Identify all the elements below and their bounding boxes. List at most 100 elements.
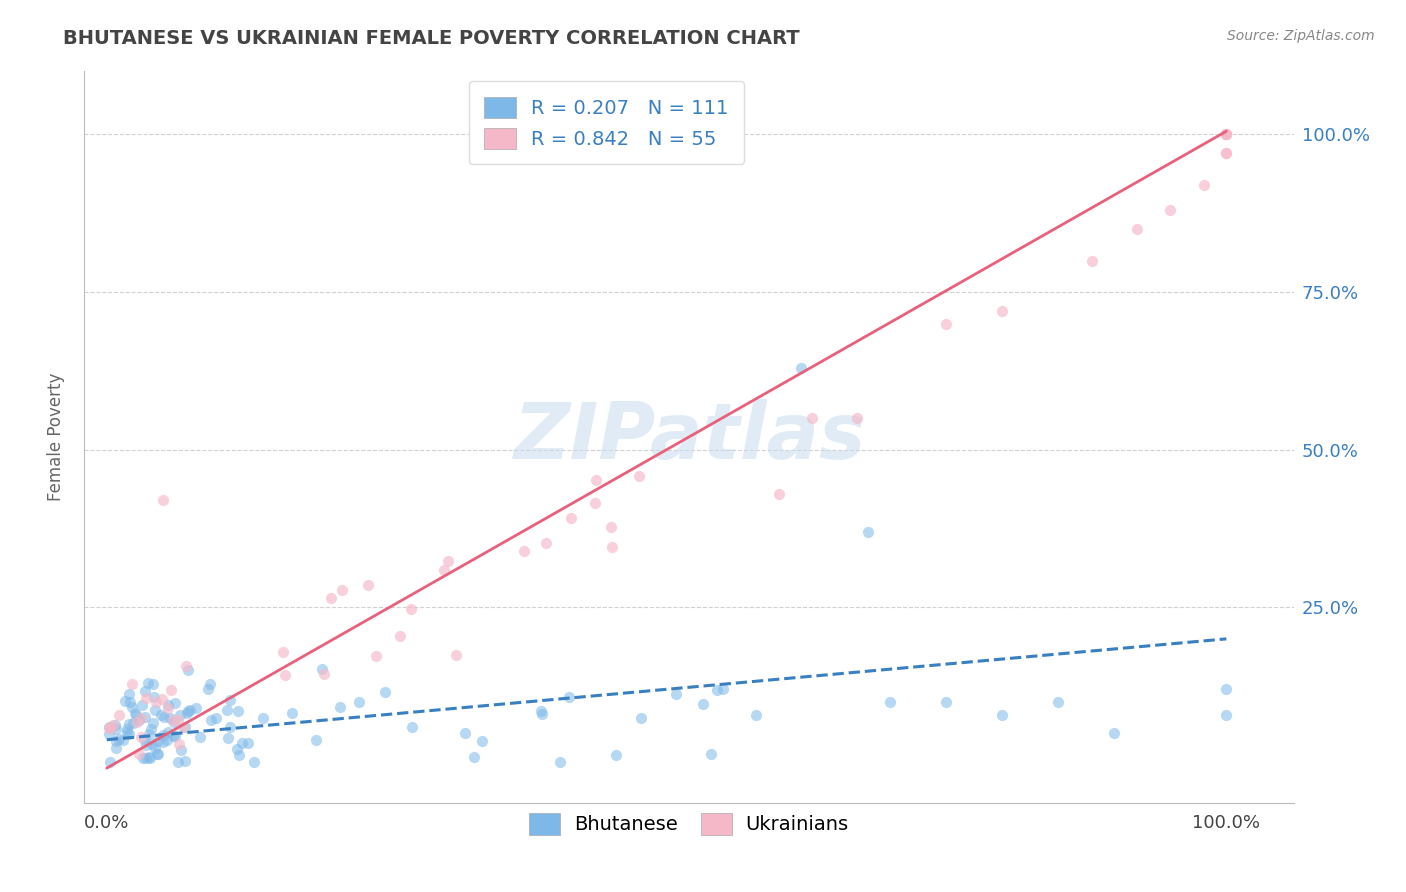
Point (148, 733, 170, 747)
Point (149, 707, 172, 722)
Point (104, 734, 127, 748)
Point (228, 704, 250, 718)
Point (271, 645, 294, 659)
Point (935, 695, 957, 709)
Point (190, 730, 212, 744)
Point (305, 732, 328, 747)
Point (104, 718, 127, 732)
Point (454, 726, 477, 740)
Point (1215, 128, 1237, 142)
Point (630, 711, 652, 725)
Point (125, 715, 148, 730)
Text: BHUTANESE VS UKRAINIAN FEMALE POVERTY CORRELATION CHART: BHUTANESE VS UKRAINIAN FEMALE POVERTY CO… (63, 29, 800, 47)
Point (364, 649, 387, 664)
Point (311, 662, 333, 676)
Point (125, 707, 148, 722)
Point (281, 706, 304, 721)
Point (357, 578, 380, 592)
Point (530, 706, 553, 721)
Point (219, 692, 242, 706)
Point (138, 749, 160, 764)
Point (200, 713, 222, 727)
Point (103, 718, 125, 732)
Point (1215, 128, 1237, 142)
Point (176, 706, 198, 720)
Point (991, 707, 1014, 722)
Point (167, 737, 190, 751)
Point (801, 411, 824, 425)
Point (145, 695, 167, 709)
Point (107, 708, 129, 723)
Point (118, 716, 141, 731)
Point (148, 747, 170, 761)
Point (152, 493, 174, 508)
Point (121, 700, 143, 714)
Point (128, 713, 150, 727)
Point (98, 755, 121, 769)
Point (141, 737, 163, 751)
Point (374, 685, 396, 699)
Point (117, 722, 139, 736)
Point (108, 732, 131, 747)
Point (129, 730, 152, 744)
Point (198, 677, 221, 691)
Point (463, 750, 485, 764)
Point (152, 735, 174, 749)
Point (167, 713, 190, 727)
Point (225, 742, 247, 756)
Point (143, 741, 166, 756)
Point (120, 695, 142, 709)
Point (1159, 203, 1181, 218)
Point (174, 721, 197, 735)
Point (142, 677, 165, 691)
Point (314, 666, 336, 681)
Point (177, 704, 200, 718)
Point (1215, 146, 1237, 161)
Legend: Bhutanese, Ukrainians: Bhutanese, Ukrainians (519, 804, 859, 845)
Point (627, 469, 650, 483)
Point (1215, 128, 1237, 142)
Point (529, 704, 551, 718)
Point (98, 721, 121, 735)
Point (665, 686, 688, 700)
Point (513, 544, 536, 558)
Point (169, 707, 191, 722)
Point (170, 743, 193, 757)
Point (991, 304, 1014, 318)
Point (231, 736, 253, 750)
Point (142, 716, 165, 731)
Point (856, 524, 879, 539)
Point (152, 728, 174, 742)
Point (166, 755, 188, 769)
Point (132, 731, 155, 746)
Point (136, 676, 159, 690)
Point (845, 411, 868, 425)
Point (1215, 707, 1237, 722)
Point (560, 511, 582, 525)
Point (156, 725, 179, 739)
Point (162, 729, 184, 743)
Point (97, 720, 120, 734)
Point (114, 693, 136, 707)
Point (111, 733, 134, 747)
Point (118, 688, 141, 702)
Point (176, 663, 198, 677)
Point (1215, 146, 1237, 161)
Point (330, 583, 353, 598)
Point (184, 701, 207, 715)
Point (217, 731, 239, 745)
Point (228, 748, 250, 763)
Point (174, 659, 197, 673)
Point (879, 695, 901, 709)
Point (104, 722, 127, 736)
Point (1047, 695, 1070, 709)
Point (401, 720, 423, 734)
Point (1104, 726, 1126, 740)
Point (179, 703, 201, 717)
Point (692, 697, 714, 711)
Point (163, 714, 186, 729)
Point (139, 722, 162, 736)
Y-axis label: Female Poverty: Female Poverty (46, 373, 65, 501)
Point (134, 684, 156, 698)
Point (399, 601, 422, 615)
